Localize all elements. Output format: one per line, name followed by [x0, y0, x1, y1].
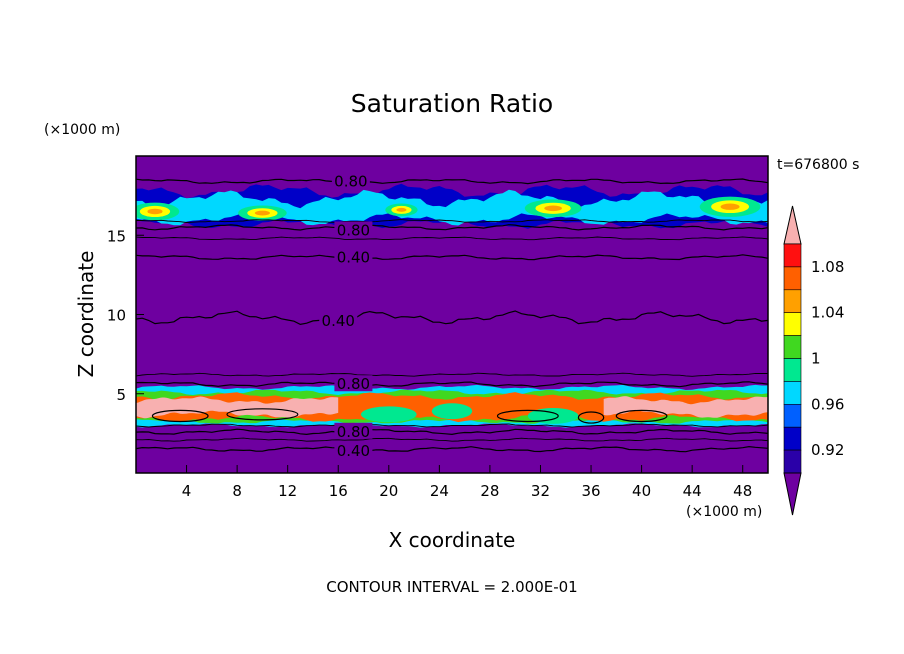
contour-label-bg	[334, 221, 373, 238]
x-tick-label: 8	[232, 482, 242, 500]
y-tick-label: 15	[107, 227, 126, 245]
contour-line-minor	[136, 423, 768, 428]
contour-label: 0.40	[322, 312, 355, 330]
contour-label: 0.80	[337, 221, 370, 239]
contour-label: 0.80	[334, 172, 367, 190]
lower-band-contour-loop	[496, 409, 559, 423]
contour-label: 0.40	[337, 248, 370, 266]
x-tick-label: 44	[683, 482, 702, 500]
contour-label: 0.40	[337, 442, 370, 460]
colorbar-tick-label: 1	[811, 350, 821, 368]
x-tick-label: 28	[480, 482, 499, 500]
colorbar-swatch	[783, 289, 802, 313]
contour-line	[136, 310, 768, 326]
lower-band-green-patch	[360, 406, 417, 423]
colorbar-tick-label: 0.96	[811, 395, 844, 413]
colorbar-swatch	[783, 266, 802, 291]
colorbar-tick-label: 1.08	[811, 258, 844, 276]
colorbar-swatch	[783, 312, 802, 336]
contour-labels: 0.800.800.400.400.800.800.40	[319, 172, 373, 460]
lower-band-green-patch	[431, 403, 473, 420]
time-label: t=676800 s	[777, 157, 859, 173]
colorbar-swatch	[783, 403, 802, 428]
x-tick-label: 4	[182, 482, 192, 500]
x-tick-label: 36	[581, 482, 600, 500]
x-tick-label: 24	[430, 482, 449, 500]
x-axis-ticks: 4 8 12 16 20 24 28 32 36 40 44 48	[182, 465, 752, 500]
upper-band-peak	[147, 208, 163, 215]
x-axis-label: X coordinate	[389, 528, 516, 552]
contour-label-bg	[319, 311, 358, 328]
upper-band-peak	[720, 203, 740, 210]
contour-line	[136, 178, 768, 185]
lower-band-contour-loop	[151, 409, 209, 423]
colorbar-swatch	[783, 243, 802, 268]
contour-label: 0.80	[337, 375, 370, 393]
contour-line-minor	[136, 236, 768, 241]
contour-line	[136, 254, 768, 261]
contour-interval-footer: CONTOUR INTERVAL = 2.000E-01	[326, 578, 577, 596]
contour-label-bg	[334, 248, 373, 265]
upper-band-peak	[254, 210, 270, 216]
colorbar: 0.92 0.96 1 1.04 1.08	[783, 205, 844, 516]
x-tick-label: 20	[379, 482, 398, 500]
x-tick-label: 48	[733, 482, 752, 500]
y-tick-label: 10	[107, 307, 126, 325]
lower-band-green-patch	[527, 408, 579, 424]
y-tick-label: 5	[116, 386, 126, 404]
upper-band-peak	[396, 207, 407, 212]
lower-band-peak-region	[603, 396, 768, 418]
contour-line	[136, 428, 768, 436]
x-tick-label: 32	[531, 482, 550, 500]
contour-line-minor	[136, 372, 768, 377]
contour-line	[136, 445, 768, 453]
upper-band-peak	[544, 205, 562, 212]
colorbar-swatch	[783, 449, 802, 474]
y-axis-label: Z coordinate	[74, 251, 98, 378]
y-unit-label: (×1000 m)	[44, 122, 120, 138]
lower-band-contour-loop	[226, 408, 299, 421]
upper-band-cyan	[136, 189, 768, 226]
colorbar-swatch	[783, 381, 802, 405]
contour-label-bg	[331, 172, 370, 189]
x-unit-label: (×1000 m)	[686, 504, 762, 520]
x-tick-label: 12	[278, 482, 297, 500]
lower-band-contour-loop	[615, 409, 668, 423]
contour-lines	[136, 178, 768, 453]
x-tick-label: 40	[632, 482, 651, 500]
colorbar-swatch	[783, 426, 802, 451]
plot-area	[136, 156, 768, 473]
colorbar-bottom-arrow	[783, 472, 802, 516]
colorbar-tick-label: 1.04	[811, 304, 844, 322]
contour-label: 0.80	[337, 423, 370, 441]
x-tick-label: 16	[329, 482, 348, 500]
contour-line	[136, 381, 768, 388]
lower-band-contour-loop	[577, 411, 605, 424]
y-axis-ticks: 5 10 15	[107, 227, 144, 404]
contour-label-bg	[334, 422, 373, 439]
colorbar-swatch	[783, 358, 802, 382]
contour-label-bg	[334, 375, 373, 392]
contour-line	[136, 224, 768, 231]
colorbar-swatch	[783, 335, 802, 359]
cloud-bands	[136, 183, 768, 428]
lower-band-peak-region	[136, 396, 339, 419]
chart-title: Saturation Ratio	[351, 89, 553, 118]
contour-line-minor	[136, 437, 768, 442]
contour-label-bg	[334, 441, 373, 458]
contour-line-minor	[136, 219, 768, 223]
colorbar-top-arrow	[783, 205, 802, 245]
colorbar-tick-label: 0.92	[811, 441, 844, 459]
